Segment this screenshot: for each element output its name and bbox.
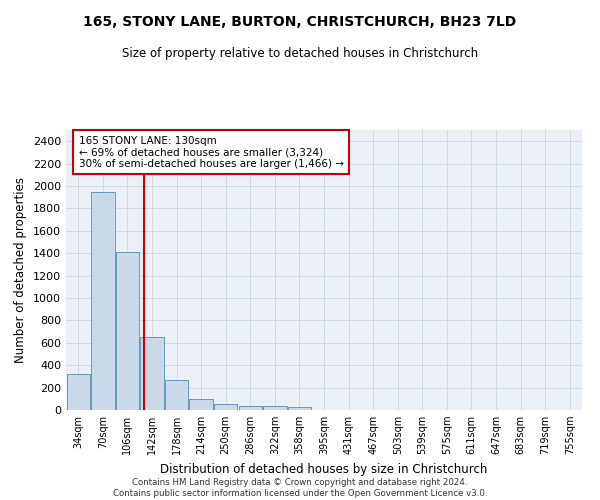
Bar	[288, 407, 311, 410]
X-axis label: Distribution of detached houses by size in Christchurch: Distribution of detached houses by size …	[160, 462, 488, 475]
Bar	[214, 404, 238, 410]
Bar	[67, 374, 90, 410]
Text: Size of property relative to detached houses in Christchurch: Size of property relative to detached ho…	[122, 48, 478, 60]
Bar	[239, 406, 262, 410]
Text: Contains HM Land Registry data © Crown copyright and database right 2024.
Contai: Contains HM Land Registry data © Crown c…	[113, 478, 487, 498]
Bar	[165, 380, 188, 410]
Bar	[140, 337, 164, 410]
Text: 165, STONY LANE, BURTON, CHRISTCHURCH, BH23 7LD: 165, STONY LANE, BURTON, CHRISTCHURCH, B…	[83, 15, 517, 29]
Y-axis label: Number of detached properties: Number of detached properties	[14, 177, 28, 363]
Bar	[91, 192, 115, 410]
Bar	[190, 399, 213, 410]
Text: 165 STONY LANE: 130sqm
← 69% of detached houses are smaller (3,324)
30% of semi-: 165 STONY LANE: 130sqm ← 69% of detached…	[79, 136, 344, 169]
Bar	[116, 252, 139, 410]
Bar	[263, 406, 287, 410]
